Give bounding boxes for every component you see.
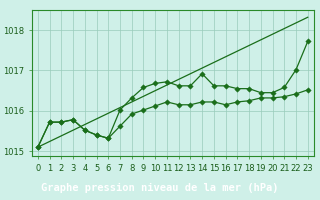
- Text: Graphe pression niveau de la mer (hPa): Graphe pression niveau de la mer (hPa): [41, 183, 279, 193]
